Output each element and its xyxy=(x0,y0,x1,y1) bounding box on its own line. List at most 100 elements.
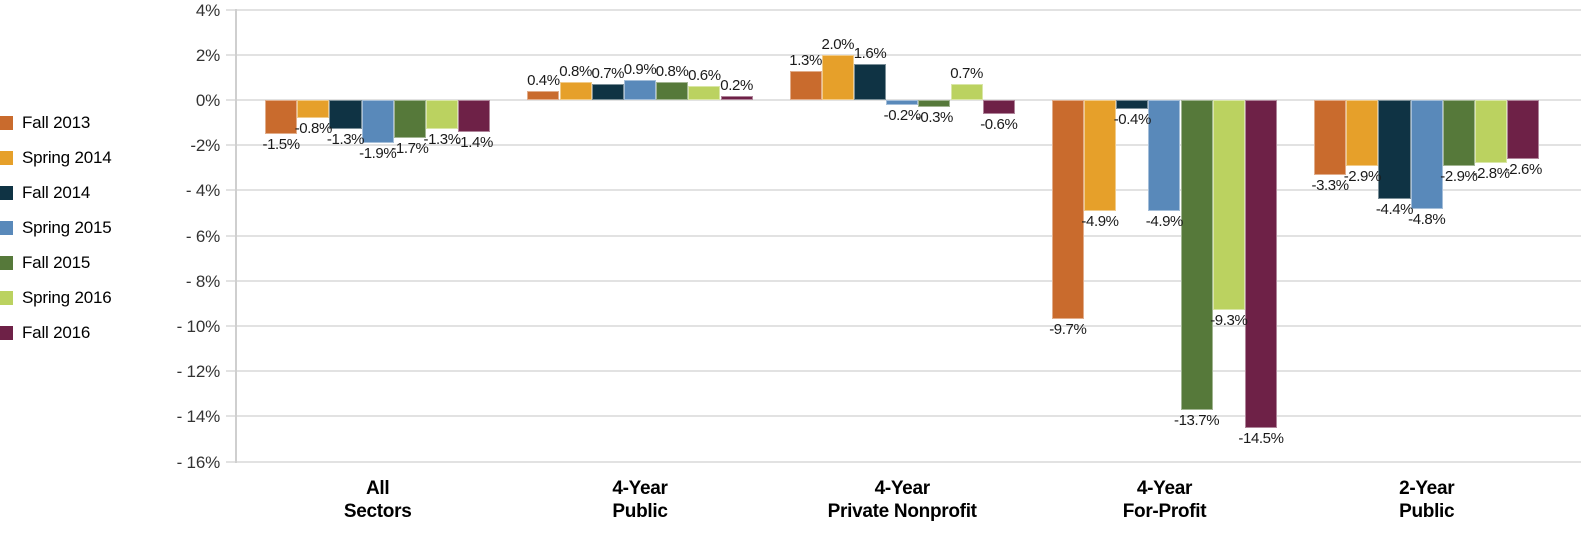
gridline xyxy=(226,325,1581,327)
bar xyxy=(918,100,951,107)
bar-value-label: -2.6% xyxy=(1504,160,1543,178)
bar-value-label: -4.9% xyxy=(1081,212,1119,230)
y-axis-tick-label: 0% xyxy=(195,91,220,110)
legend-color-swatch xyxy=(0,185,13,200)
bar xyxy=(1314,100,1347,175)
bar-value-label: 0.6% xyxy=(688,67,721,85)
bar-value-label: 1.3% xyxy=(789,51,822,69)
bar-value-label: -2.9% xyxy=(1440,167,1478,185)
gridline xyxy=(226,189,1581,192)
bar-value-label: -1.5% xyxy=(262,135,301,153)
bar-value-label: -0.6% xyxy=(980,115,1018,133)
legend-label: Spring 2015 xyxy=(22,217,112,237)
y-axis-tick-label: - 8% xyxy=(185,271,220,291)
bar-value-label: 2.0% xyxy=(821,35,855,53)
bar-value-label: -0.8% xyxy=(294,120,333,138)
gridline xyxy=(226,279,1581,282)
bar-value-label: 0.8% xyxy=(559,62,592,80)
gridline xyxy=(226,370,1581,373)
bar-value-label: 1.6% xyxy=(853,44,887,62)
legend-label: Fall 2014 xyxy=(22,182,91,202)
legend-label: Fall 2013 xyxy=(22,112,91,132)
bar-value-label: -4.9% xyxy=(1145,212,1184,230)
legend-item: Spring 2015 xyxy=(0,210,210,245)
bar-value-label: 0.4% xyxy=(527,72,560,89)
bar-value-label: 0.8% xyxy=(655,62,689,80)
category-label: 4-Year For-Profit xyxy=(1040,477,1290,523)
legend-label: Spring 2014 xyxy=(22,147,112,167)
legend-item: Fall 2015 xyxy=(0,245,210,280)
legend-label: Spring 2016 xyxy=(22,287,112,307)
bar-value-label: -1.9% xyxy=(359,144,397,162)
bar xyxy=(950,84,983,100)
legend-item: Fall 2014 xyxy=(0,175,210,210)
category-label-line1: 4-Year xyxy=(612,478,668,499)
bar xyxy=(821,54,854,100)
legend-color-swatch xyxy=(0,255,13,270)
category-label: 4-Year Private Nonprofit xyxy=(777,477,1027,523)
bar xyxy=(1084,100,1117,211)
bar xyxy=(720,95,753,100)
category-label: All Sectors xyxy=(253,477,503,523)
bar xyxy=(1346,100,1379,166)
bar-value-label: -1.3% xyxy=(326,131,365,149)
bar xyxy=(393,100,426,139)
gridline xyxy=(226,144,1581,147)
gridline xyxy=(226,460,1581,463)
bar xyxy=(1378,100,1411,200)
y-axis-tick-label: - 16% xyxy=(176,452,221,472)
gridline xyxy=(226,8,1581,11)
bar xyxy=(656,81,689,100)
bar-value-label: -1.7% xyxy=(391,140,429,158)
legend-item: Fall 2016 xyxy=(0,315,210,350)
chart-legend: Fall 2013 Spring 2014 Fall 2014 Spring 2015… xyxy=(0,105,210,350)
bar xyxy=(982,100,1015,114)
legend-label: Fall 2016 xyxy=(22,322,91,342)
gridline xyxy=(226,53,1581,56)
y-axis-tick-label: 4% xyxy=(195,0,220,20)
legend-color-swatch xyxy=(0,325,13,340)
category-label: 2-Year Public xyxy=(1302,477,1552,523)
bar-value-label: -0.3% xyxy=(915,108,954,126)
category-label-line2: Public xyxy=(1399,501,1455,522)
bar-value-label: -2.8% xyxy=(1472,165,1511,183)
bar xyxy=(458,100,491,132)
bar-value-label: -1.3% xyxy=(423,131,462,149)
bar-value-label: -14.5% xyxy=(1238,429,1284,447)
bar xyxy=(853,63,887,100)
bar xyxy=(527,91,560,100)
bar xyxy=(1180,100,1213,410)
bar xyxy=(1410,100,1443,209)
y-axis-tick-label: - 12% xyxy=(176,362,221,382)
bar-value-label: -13.7% xyxy=(1174,411,1220,429)
bar-value-label: 0.7% xyxy=(950,65,983,83)
bar xyxy=(1507,100,1540,159)
legend-item: Spring 2014 xyxy=(0,140,210,175)
bar-value-label: -9.3% xyxy=(1210,312,1248,330)
legend-item: Fall 2013 xyxy=(0,105,210,140)
legend-color-swatch xyxy=(0,150,13,165)
bar-value-label: 0.7% xyxy=(591,65,625,83)
category-label: 4-Year Public xyxy=(515,477,765,523)
category-label-line1: 4-Year xyxy=(1136,478,1193,499)
bar-value-label: -9.7% xyxy=(1049,321,1087,339)
bar-value-label: -4.4% xyxy=(1375,201,1414,219)
y-axis-line xyxy=(235,8,237,463)
bar-value-label: 0.2% xyxy=(720,76,753,94)
category-label-line1: 4-Year xyxy=(874,478,931,499)
category-label-line2: For-Profit xyxy=(1122,501,1207,522)
bar xyxy=(591,84,624,100)
legend-color-swatch xyxy=(0,220,13,235)
y-axis-tick-label: -2% xyxy=(190,136,220,156)
category-label-line2: Public xyxy=(612,501,668,522)
bar xyxy=(265,100,298,134)
bar xyxy=(1245,100,1278,428)
legend-item: Spring 2016 xyxy=(0,280,210,315)
bar-value-label: -3.3% xyxy=(1311,176,1350,194)
bar xyxy=(1475,100,1508,164)
gridline xyxy=(226,415,1581,418)
bar-value-label: -0.4% xyxy=(1113,111,1152,128)
y-axis-tick-label: 2% xyxy=(195,45,220,65)
bar xyxy=(361,100,394,143)
bar xyxy=(329,100,362,130)
